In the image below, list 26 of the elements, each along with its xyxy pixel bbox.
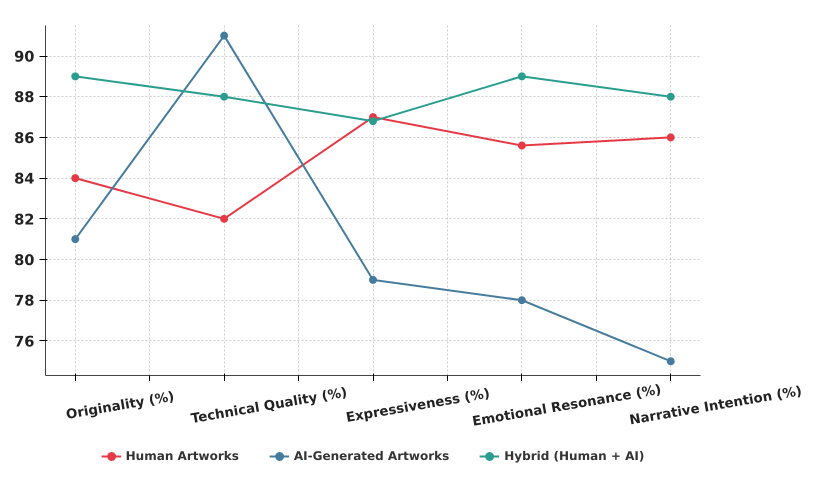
point (220, 214, 228, 223)
legend-label: AI-Generated Artworks (294, 449, 450, 463)
y-tick-label: 80 (14, 252, 35, 270)
point (518, 296, 526, 304)
point (71, 72, 80, 80)
point (518, 142, 526, 150)
point (220, 32, 228, 40)
y-tick-label: 86 (14, 130, 35, 147)
y-tick-label: 78 (14, 292, 35, 310)
y-tick-label: 84 (14, 170, 35, 188)
y-tick-label: 76 (14, 333, 35, 350)
point (666, 92, 675, 101)
y-tick-label: 82 (14, 211, 35, 228)
legend-label: Human Artworks (126, 449, 239, 463)
point (369, 276, 377, 284)
point (518, 72, 526, 80)
point (666, 357, 675, 366)
point (71, 235, 80, 244)
x-tick-label: Originality (%) (65, 390, 176, 423)
point (369, 117, 377, 126)
point (71, 174, 80, 182)
point (666, 133, 675, 142)
point (220, 92, 228, 101)
y-tick-label: 88 (14, 89, 35, 106)
legend-label: Hybrid (Human + AI) (504, 449, 644, 463)
y-tick-label: 90 (14, 48, 35, 66)
